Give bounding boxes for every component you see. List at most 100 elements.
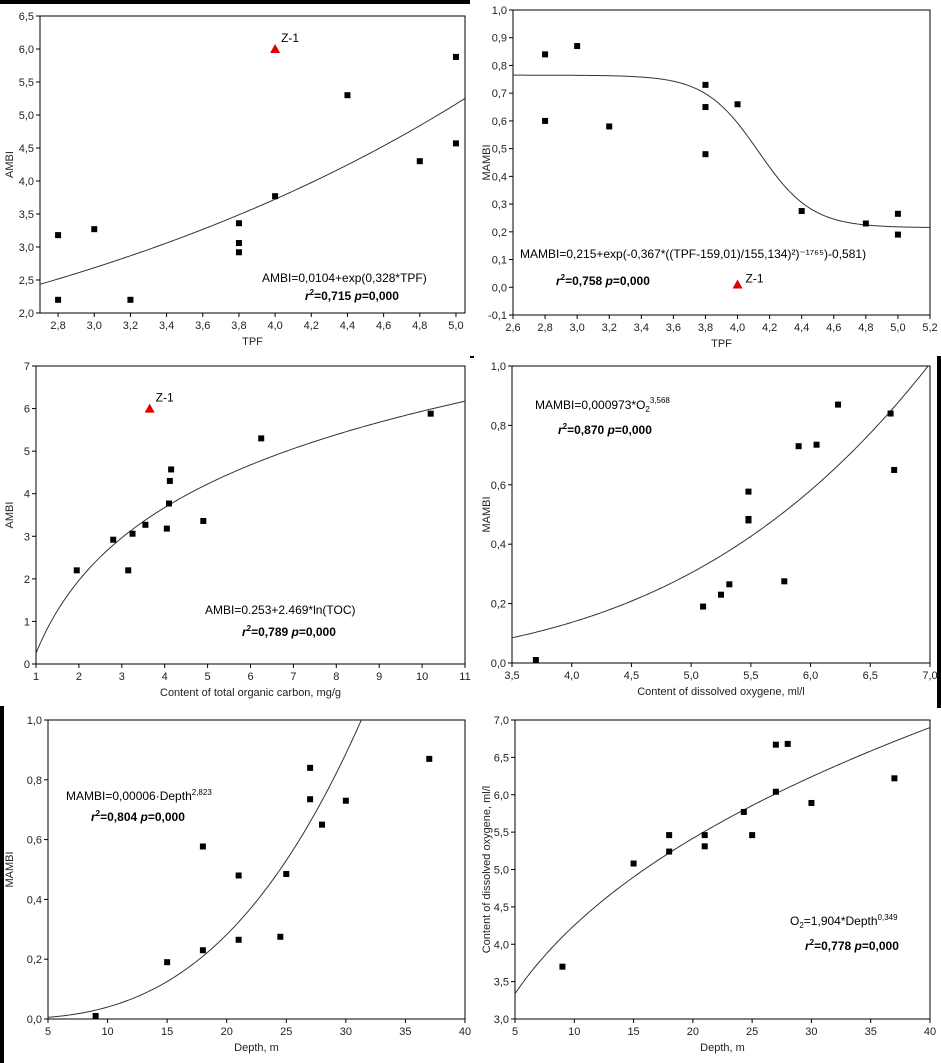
x-tick-label: 6 <box>247 671 253 683</box>
x-tick-label: 1 <box>33 671 39 683</box>
y-tick-label: 1 <box>24 616 30 628</box>
data-point <box>784 740 791 747</box>
y-axis-label: MAMBI <box>481 144 493 180</box>
x-tick-label: 9 <box>376 671 382 683</box>
data-point <box>781 578 788 585</box>
data-point <box>630 860 637 867</box>
data-point <box>258 435 265 442</box>
y-tick-label: 0,6 <box>27 835 42 847</box>
y-tick-label: 0,8 <box>27 775 42 787</box>
fit-stats: r2=0,778 p=0,000 <box>805 938 899 953</box>
y-tick-label: 0,2 <box>492 227 507 239</box>
x-tick-label: 5,0 <box>890 322 905 334</box>
fit-equation: MAMBI=0,215+exp(-0,367*((TPF-159,01)/155… <box>520 247 866 261</box>
y-tick-label: 0,8 <box>491 420 506 432</box>
chart-2: 2,6 2,8 3,0 3,2 3,4 3,6 3,8 4,0 4,2 4,4 4,6 4,8 5,0 5… <box>481 5 938 350</box>
y-tick-label: 0 <box>24 659 30 671</box>
x-tick-label: 3 <box>119 671 125 683</box>
y-tick-label: 0,0 <box>492 282 507 294</box>
data-point <box>307 796 314 803</box>
x-tick-label: 35 <box>399 1026 411 1038</box>
data-point <box>163 525 170 532</box>
chart-6: 5 10 15 20 25 30 35 40 3,0 3,5 4,0 4,5 5,0 5,5 6,0 6,5 7… <box>481 715 936 1054</box>
data-point <box>125 567 132 574</box>
data-point <box>272 193 279 200</box>
data-point <box>795 443 802 450</box>
y-tick-label: 3,5 <box>19 209 34 221</box>
data-point <box>168 466 175 473</box>
data-point <box>532 657 539 664</box>
data-point <box>718 591 724 598</box>
y-tick-label: 0,6 <box>492 116 507 128</box>
x-tick-label: 3,8 <box>231 320 246 332</box>
y-tick-label: 1,0 <box>27 715 42 727</box>
data-point <box>235 936 242 943</box>
x-axis-label: TPF <box>711 338 732 350</box>
data-point <box>73 567 80 574</box>
data-point <box>862 220 869 227</box>
fit-curve <box>515 727 930 994</box>
x-tick-label: 4,8 <box>412 320 427 332</box>
x-tick-label: 3,2 <box>123 320 138 332</box>
y-tick-label: 0,0 <box>491 658 506 670</box>
y-tick-label: 5,0 <box>494 865 509 877</box>
data-point <box>452 140 459 147</box>
y-axis-label: Content of dissolved oxygene, ml/l <box>481 786 493 954</box>
x-tick-label: 6,5 <box>863 670 878 682</box>
data-point <box>452 53 459 60</box>
fit-stats: r2=0,789 p=0,000 <box>242 624 336 639</box>
x-tick-label: 3,6 <box>666 322 681 334</box>
x-tick-label: 3,4 <box>634 322 649 334</box>
data-point <box>91 226 98 233</box>
data-point <box>542 51 549 58</box>
x-tick-label: 2,6 <box>505 322 520 334</box>
data-point <box>666 832 673 839</box>
data-point <box>426 755 433 762</box>
data-point <box>142 521 149 528</box>
separator <box>470 356 474 358</box>
x-tick-label: 10 <box>416 671 428 683</box>
y-axis-label: AMBI <box>4 151 16 178</box>
data-point <box>887 410 894 417</box>
data-point <box>427 410 434 417</box>
fit-stats: r2=0,758 p=0,000 <box>556 273 650 288</box>
highlight-label: Z-1 <box>746 272 764 286</box>
fit-equation: AMBI=0,0104+exp(0,328*TPF) <box>262 271 427 285</box>
highlight-marker <box>144 403 155 413</box>
top-left-border <box>0 0 470 4</box>
x-tick-label: 7,0 <box>922 670 937 682</box>
fit-curve <box>40 98 465 285</box>
data-point <box>606 123 613 130</box>
x-tick-label: 5,2 <box>922 322 937 334</box>
data-point <box>277 933 284 940</box>
y-tick-label: 0,8 <box>492 60 507 72</box>
highlight-marker <box>732 279 743 289</box>
x-tick-label: 4,2 <box>762 322 777 334</box>
x-tick-label: 20 <box>687 1026 699 1038</box>
x-axis-label: Depth, m <box>234 1042 279 1054</box>
data-point <box>200 517 207 524</box>
y-tick-label: 6 <box>24 404 30 416</box>
x-tick-label: 4,8 <box>858 322 873 334</box>
data-point <box>166 477 173 484</box>
data-point <box>740 808 747 815</box>
data-point <box>559 963 566 970</box>
data-point <box>307 764 314 771</box>
data-point <box>700 603 707 610</box>
data-point <box>127 296 134 303</box>
fit-equation: AMBI=0.253+2.469*ln(TOC) <box>205 603 356 617</box>
data-point <box>701 832 708 839</box>
data-point <box>798 208 805 215</box>
highlight-marker <box>270 44 281 53</box>
data-point <box>835 401 842 408</box>
data-point <box>235 872 242 879</box>
plot-area <box>511 365 931 664</box>
x-tick-label: 15 <box>627 1026 639 1038</box>
y-tick-label: 0,1 <box>492 255 507 267</box>
y-tick-label: -0,1 <box>488 310 507 322</box>
x-tick-label: 2,8 <box>537 322 552 334</box>
y-tick-label: 6,5 <box>19 11 34 23</box>
x-tick-label: 40 <box>459 1026 471 1038</box>
